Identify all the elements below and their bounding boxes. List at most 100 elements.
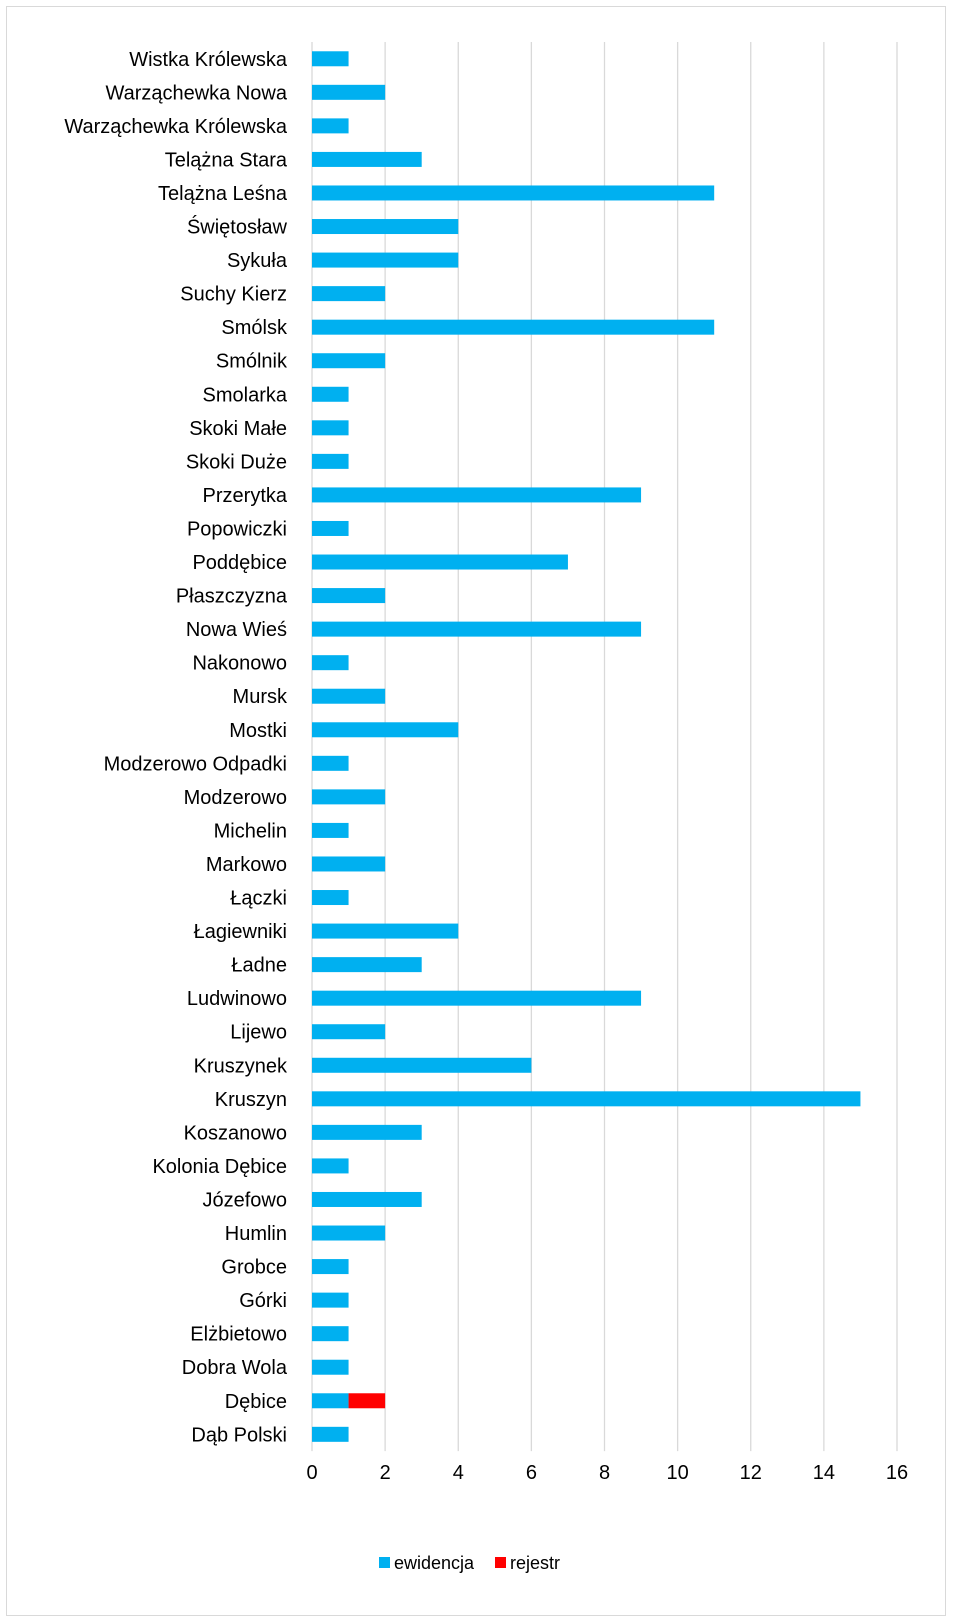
bar-ewidencja-7 bbox=[312, 286, 386, 302]
category-label: Popowiczki bbox=[187, 518, 287, 540]
category-label: Świętosław bbox=[187, 215, 288, 239]
category-label: Przerytka bbox=[203, 485, 288, 507]
category-label: Dąb Polski bbox=[191, 1424, 287, 1446]
x-tick-label: 6 bbox=[526, 1462, 537, 1484]
bar-ewidencja-11 bbox=[312, 420, 349, 436]
bar-chart: Wistka Królewska Warząchewka Nowa Warząche… bbox=[64, 42, 908, 1573]
bar-ewidencja-13 bbox=[312, 487, 642, 503]
category-label: Nowa Wieś bbox=[186, 619, 287, 641]
category-label: Poddębice bbox=[192, 552, 287, 574]
x-tick-label: 8 bbox=[599, 1462, 610, 1484]
x-tick-label: 12 bbox=[740, 1462, 762, 1484]
bar-ewidencja-5 bbox=[312, 219, 459, 235]
category-label: Elżbietowo bbox=[190, 1324, 287, 1346]
category-label: Warząchewka Nowa bbox=[105, 82, 287, 104]
bar-ewidencja-15 bbox=[312, 554, 568, 570]
category-label: Józefowo bbox=[203, 1189, 288, 1211]
bar-ewidencja-37 bbox=[312, 1292, 349, 1308]
bar-ewidencja-41 bbox=[312, 1426, 349, 1442]
category-label: Mursk bbox=[233, 686, 288, 708]
category-label: Sykuła bbox=[227, 250, 288, 272]
bar-ewidencja-9 bbox=[312, 353, 386, 369]
category-label: Modzerowo Odpadki bbox=[104, 753, 287, 775]
bar-ewidencja-12 bbox=[312, 453, 349, 469]
legend-swatch-ewidencja bbox=[379, 1557, 390, 1568]
bar-ewidencja-4 bbox=[312, 185, 715, 201]
category-label: Modzerowo bbox=[184, 787, 287, 809]
category-label: Ładne bbox=[231, 955, 287, 977]
bar-ewidencja-33 bbox=[312, 1158, 349, 1174]
legend-label-rejestr: rejestr bbox=[510, 1553, 560, 1573]
category-labels: Wistka Królewska Warząchewka Nowa Warząche… bbox=[64, 49, 288, 1447]
legend-swatch-rejestr bbox=[495, 1557, 506, 1568]
x-tick-label: 4 bbox=[453, 1462, 464, 1484]
category-label: Lijewo bbox=[230, 1022, 287, 1044]
bar-ewidencja-34 bbox=[312, 1191, 422, 1207]
category-label: Ludwinowo bbox=[187, 988, 287, 1010]
x-axis-tick-labels: 0 2 4 6 8 10 12 14 16 bbox=[306, 1462, 908, 1484]
bar-ewidencja-0 bbox=[312, 51, 349, 67]
category-label: Górki bbox=[239, 1290, 287, 1312]
bars bbox=[312, 51, 861, 1442]
category-label: Nakonowo bbox=[192, 653, 287, 675]
category-label: Warząchewka Królewska bbox=[64, 116, 288, 138]
category-label: Humlin bbox=[225, 1223, 287, 1245]
category-label: Skoki Małe bbox=[189, 418, 287, 440]
legend: ewidencja rejestr bbox=[379, 1553, 560, 1573]
category-label: Telążna Leśna bbox=[158, 183, 288, 205]
category-label: Grobce bbox=[221, 1257, 287, 1279]
bar-ewidencja-22 bbox=[312, 789, 386, 805]
bar-ewidencja-18 bbox=[312, 655, 349, 671]
category-label: Kruszyn bbox=[215, 1089, 287, 1111]
category-label: Łagiewniki bbox=[194, 921, 287, 943]
bar-ewidencja-23 bbox=[312, 822, 349, 838]
bar-ewidencja-10 bbox=[312, 386, 349, 402]
bar-ewidencja-38 bbox=[312, 1326, 349, 1342]
bar-ewidencja-35 bbox=[312, 1225, 386, 1241]
category-label: Smólnik bbox=[216, 351, 288, 373]
category-label: Dębice bbox=[225, 1391, 287, 1413]
bar-ewidencja-16 bbox=[312, 588, 386, 604]
x-tick-label: 2 bbox=[380, 1462, 391, 1484]
bar-ewidencja-27 bbox=[312, 957, 422, 973]
bar-ewidencja-1 bbox=[312, 84, 386, 100]
category-label: Markowo bbox=[206, 854, 287, 876]
category-label: Dobra Wola bbox=[182, 1357, 288, 1379]
gridlines bbox=[311, 42, 898, 1452]
bar-rejestr-40 bbox=[348, 1393, 386, 1409]
bar-ewidencja-8 bbox=[312, 319, 715, 335]
x-tick-label: 10 bbox=[667, 1462, 689, 1484]
bar-ewidencja-40 bbox=[312, 1393, 349, 1409]
bar-ewidencja-20 bbox=[312, 722, 459, 738]
chart-frame: Wistka Królewska Warząchewka Nowa Warząche… bbox=[6, 6, 946, 1616]
bar-ewidencja-32 bbox=[312, 1124, 422, 1140]
bar-ewidencja-30 bbox=[312, 1057, 532, 1073]
category-label: Płaszczyzna bbox=[176, 586, 288, 608]
bar-ewidencja-14 bbox=[312, 520, 349, 536]
category-label: Smolarka bbox=[203, 384, 288, 406]
category-label: Mostki bbox=[229, 720, 287, 742]
category-label: Kruszynek bbox=[194, 1055, 288, 1077]
category-label: Suchy Kierz bbox=[180, 284, 287, 306]
bar-ewidencja-3 bbox=[312, 151, 422, 167]
legend-label-ewidencja: ewidencja bbox=[394, 1553, 475, 1573]
x-tick-label: 0 bbox=[306, 1462, 317, 1484]
bar-ewidencja-31 bbox=[312, 1091, 861, 1107]
category-label: Smólsk bbox=[221, 317, 288, 339]
bar-ewidencja-25 bbox=[312, 890, 349, 906]
bar-ewidencja-24 bbox=[312, 856, 386, 872]
category-label: Telążna Stara bbox=[165, 149, 288, 171]
category-label: Kolonia Dębice bbox=[152, 1156, 287, 1178]
bar-ewidencja-39 bbox=[312, 1359, 349, 1375]
category-label: Skoki Duże bbox=[186, 451, 287, 473]
category-label: Łączki bbox=[230, 888, 287, 910]
bar-ewidencja-19 bbox=[312, 688, 386, 704]
bar-ewidencja-6 bbox=[312, 252, 459, 268]
bar-ewidencja-29 bbox=[312, 1024, 386, 1040]
bar-ewidencja-21 bbox=[312, 755, 349, 771]
x-tick-label: 16 bbox=[886, 1462, 908, 1484]
bar-ewidencja-28 bbox=[312, 990, 642, 1006]
x-tick-label: 14 bbox=[813, 1462, 835, 1484]
bar-ewidencja-26 bbox=[312, 923, 459, 939]
category-label: Koszanowo bbox=[184, 1122, 287, 1144]
